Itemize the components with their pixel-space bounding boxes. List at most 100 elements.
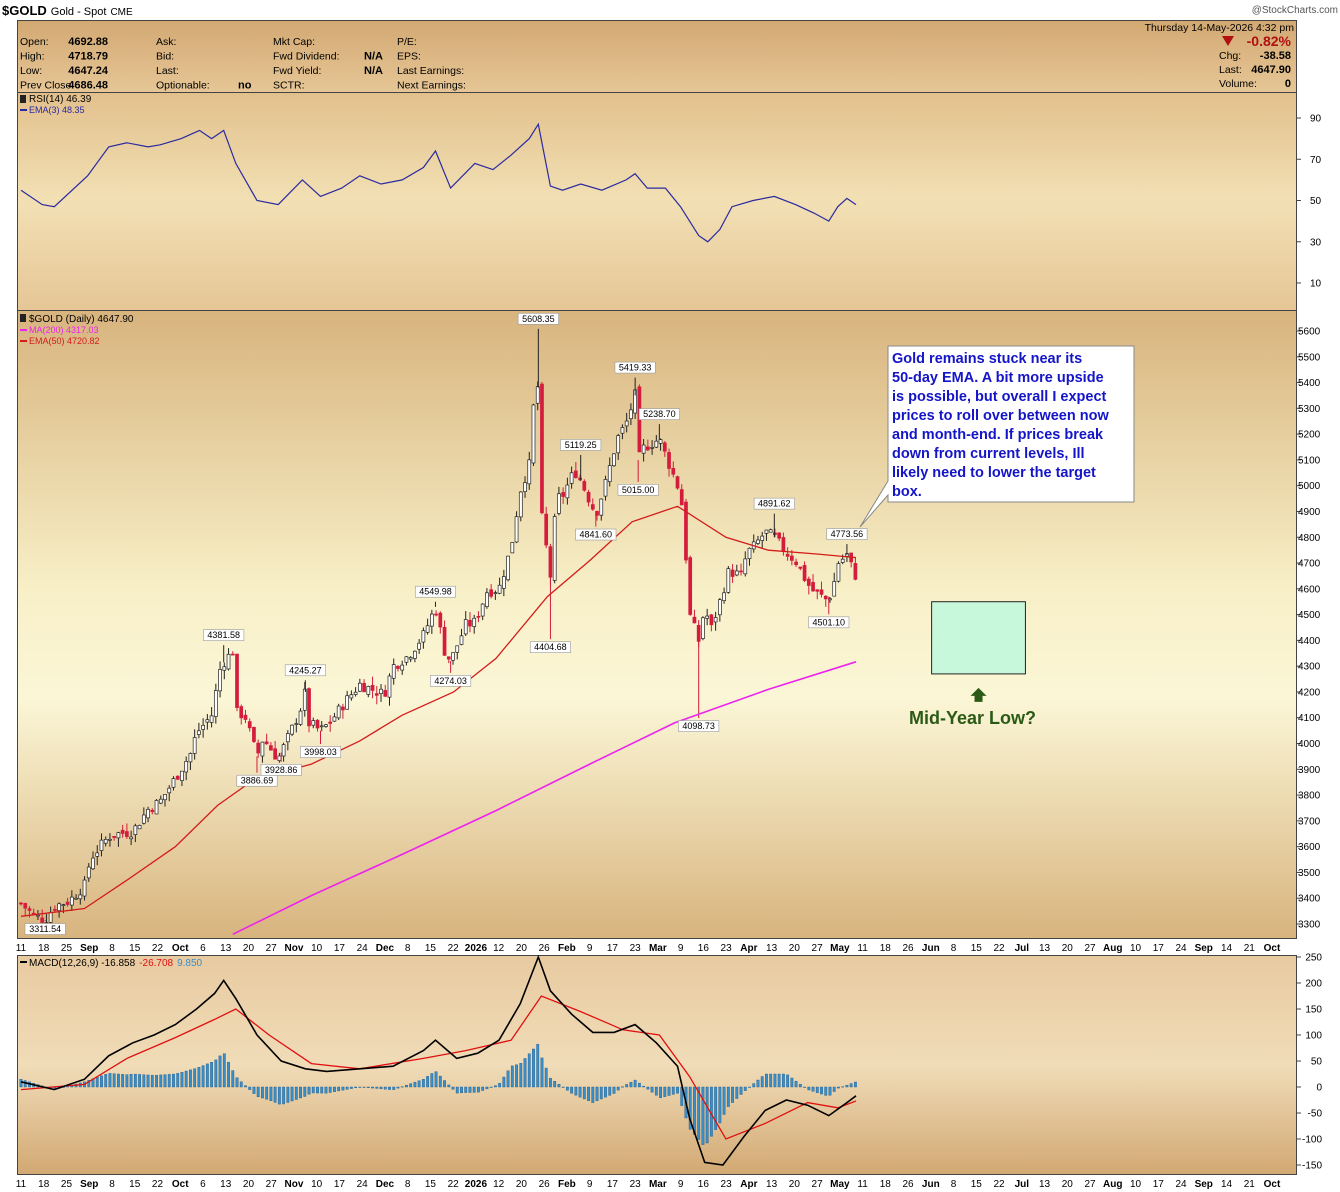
macd-hist-bar [307, 1086, 311, 1095]
ma200-line [232, 661, 857, 936]
annotation-line: likely need to lower the target [892, 465, 1096, 481]
price-axis: 3300 3400 3500 3600 3700 3800 3900 4000 4100 4200… [1297, 327, 1321, 931]
macd-hist-bar [837, 1086, 840, 1089]
macd-hist-bar [481, 1086, 485, 1091]
candle-body [442, 626, 447, 656]
x-tick-label: Oct [1264, 943, 1281, 954]
candle-body [429, 613, 434, 627]
x-tick-label: 27 [1084, 943, 1096, 954]
x-tick-label: Sep [1195, 943, 1213, 954]
macd-hist-bar [549, 1077, 552, 1088]
down-triangle-icon [1222, 36, 1234, 46]
x-tick-label: Mar [649, 1179, 667, 1190]
macd-hist-bar [773, 1073, 777, 1088]
macd-hist-bar [383, 1086, 387, 1090]
exchange: CME [110, 7, 133, 18]
candle-body [129, 836, 133, 840]
rsi-ema-legend: EMA(3) 48.35 [29, 105, 85, 115]
candle-body [760, 535, 765, 541]
candle-body [535, 386, 540, 404]
candle-body [192, 737, 197, 754]
quote-field-value: N/A [364, 51, 383, 63]
macd-hist-bar [515, 1064, 518, 1088]
candle-body [476, 615, 481, 618]
candle-body [277, 755, 282, 761]
candle-body [815, 589, 820, 592]
macd-hist-bar [434, 1071, 438, 1088]
candle-body [319, 725, 324, 728]
quote-field-label: Open: [20, 36, 49, 48]
macd-hist-bar [269, 1086, 273, 1101]
x-tick-label: 13 [766, 943, 778, 954]
candle-body [836, 563, 841, 582]
macd-hist-bar [150, 1074, 154, 1088]
candle-body [548, 546, 553, 578]
candle-body [603, 479, 608, 497]
candle-body [400, 664, 405, 671]
price-label: 4773.56 [831, 529, 864, 539]
x-tick-label: Jul [1015, 943, 1030, 954]
x-tick-label: 24 [357, 943, 369, 954]
target-box [931, 601, 1026, 675]
candle-body [438, 612, 443, 628]
price-label-box [826, 528, 868, 540]
macd-hist-bar [222, 1053, 226, 1088]
annotation-line: 50-day EMA. A bit more upside [892, 370, 1104, 386]
macd-hist-bar [777, 1073, 781, 1088]
macd-hist-bar [485, 1086, 489, 1090]
macd-hist-bar [798, 1084, 802, 1088]
x-tick-label: 9 [587, 1179, 593, 1190]
macd-hist-bar [231, 1070, 235, 1088]
candle-body [497, 584, 502, 594]
x-tick-label: 14 [1221, 943, 1233, 954]
annotation-line: and month-end. If prices break [892, 427, 1104, 443]
macd-tick-label: 50 [1311, 1057, 1323, 1068]
candle-body [180, 770, 184, 781]
x-tick-label: 11 [857, 943, 868, 954]
candle-body [23, 903, 28, 909]
candle-body [726, 568, 731, 593]
annotation-text: Gold remains stuck near its 50-day EMA. A… [892, 351, 1109, 500]
price-tick-label: 3700 [1298, 816, 1321, 827]
quote-field-value: 4692.88 [68, 36, 108, 48]
macd-tick-label: 150 [1305, 1005, 1322, 1016]
x-tick-label: 22 [448, 1179, 460, 1190]
x-tick-label: Aug [1103, 1179, 1122, 1190]
macd-hist-bar [697, 1086, 701, 1140]
x-tick-label: 17 [334, 943, 346, 954]
macd-hist-bar [112, 1073, 116, 1088]
ema50-legend: EMA(50) 4720.82 [29, 336, 100, 346]
macd-hist-bar [142, 1074, 146, 1088]
candle-body [362, 682, 366, 693]
x-tick-label: 20 [1062, 1179, 1074, 1190]
x-axis-bottom: 11 18 25 Sep 8 15 22 Oct 6 13 20 27 Nov 10 17 24 Dec 8 15 2… [16, 1179, 1281, 1190]
candle-body [794, 561, 798, 566]
candle-body [19, 902, 23, 905]
candle-body [154, 800, 159, 815]
macd-hist-bar [362, 1086, 366, 1088]
x-tick-label: 15 [129, 943, 141, 954]
quote-field-label: Optionable: [156, 80, 210, 92]
rsi-legend-icon [20, 95, 26, 103]
macd-hist-bar [235, 1077, 239, 1088]
candle-body [74, 897, 78, 900]
candle-body [671, 467, 676, 475]
macd-hist-bar [828, 1086, 832, 1096]
candle-body [226, 653, 231, 670]
x-tick-label: Oct [172, 1179, 189, 1190]
candle-body [518, 491, 523, 518]
candle-body [434, 613, 438, 616]
candle-body [108, 838, 112, 841]
macd-hist-bar [519, 1062, 523, 1088]
candle-body [311, 720, 316, 726]
price-label: 4841.60 [580, 530, 613, 540]
x-tick-label: 13 [220, 1179, 232, 1190]
macd-hist-bar [493, 1085, 497, 1088]
candle-body [69, 896, 74, 906]
candle-body [252, 727, 256, 742]
price-tick-label: 4900 [1298, 507, 1321, 518]
price-tick-label: 4400 [1298, 636, 1321, 647]
x-tick-label: Sep [1195, 1179, 1213, 1190]
chg-value: -38.58 [1260, 50, 1291, 62]
